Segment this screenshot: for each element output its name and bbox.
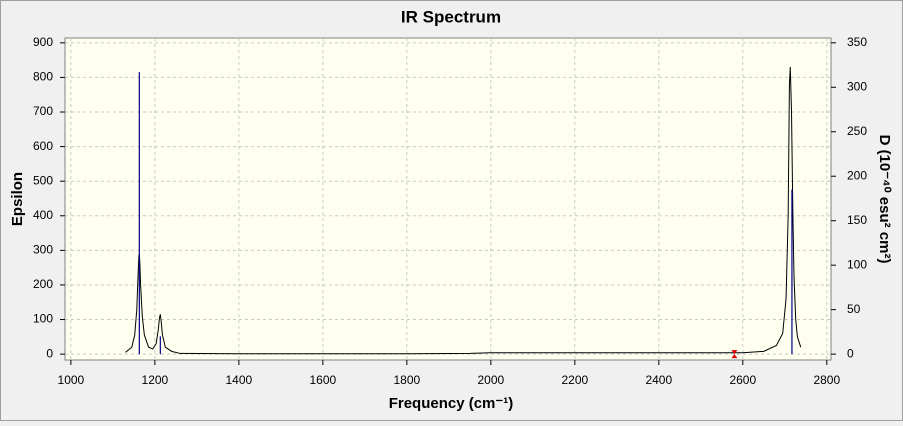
y2-tick-label: 200 <box>847 168 867 182</box>
y2-tick-label: 100 <box>847 257 867 271</box>
y2-tick-label: 0 <box>847 346 854 360</box>
y2-tick-label: 150 <box>847 213 867 227</box>
x-tick-label: 1800 <box>393 373 420 387</box>
y-tick-label: 300 <box>33 243 53 257</box>
y-tick-label: 200 <box>33 277 53 291</box>
y2-axis-label: D (10⁻⁴⁰ esu² cm²) <box>876 135 893 264</box>
x-tick-label: 2200 <box>561 373 588 387</box>
x-tick-label: 1000 <box>58 373 85 387</box>
x-tick-label: 2600 <box>729 373 756 387</box>
x-tick-label: 2000 <box>477 373 504 387</box>
x-tick-label: 2400 <box>645 373 672 387</box>
y-tick-label: 900 <box>33 35 53 49</box>
y-axis-label: Epsilon <box>9 172 26 226</box>
y2-tick-label: 250 <box>847 124 867 138</box>
y2-tick-label: 300 <box>847 79 867 93</box>
cursor-marker <box>731 350 738 359</box>
y-tick-label: 800 <box>33 70 53 84</box>
y-tick-label: 700 <box>33 104 53 118</box>
y-tick-label: 0 <box>46 346 53 360</box>
y-tick-label: 500 <box>33 173 53 187</box>
y2-tick-label: 50 <box>847 302 861 316</box>
chart-title: IR Spectrum <box>401 7 501 26</box>
y-tick-label: 600 <box>33 139 53 153</box>
x-axis-label: Frequency (cm⁻¹) <box>389 395 514 412</box>
plot-area <box>64 37 832 361</box>
x-tick-label: 1400 <box>226 373 253 387</box>
y-tick-label: 100 <box>33 312 53 326</box>
x-tick-label: 2800 <box>813 373 840 387</box>
y-tick-label: 400 <box>33 208 53 222</box>
x-tick-label: 1600 <box>310 373 337 387</box>
y2-tick-label: 350 <box>847 35 867 49</box>
x-tick-label: 1200 <box>142 373 169 387</box>
